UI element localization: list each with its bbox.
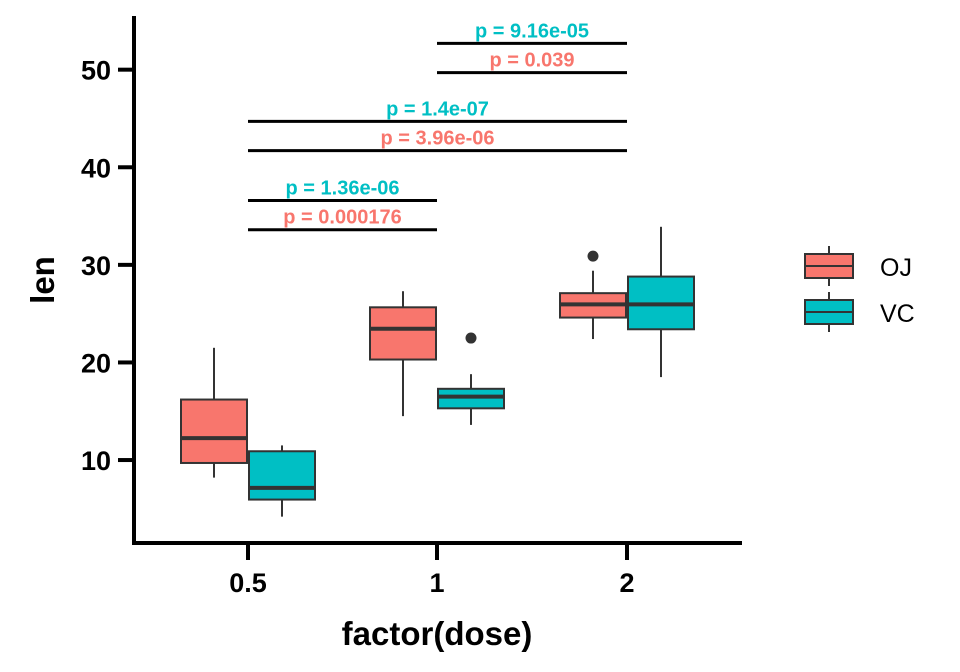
box-body — [369, 306, 437, 361]
y-tick-label: 30 — [81, 251, 111, 281]
significance-brackets: p = 0.000176 p = 1.36e-06 p = 3.96e-06 p = … — [248, 20, 627, 232]
legend-label: OJ — [880, 254, 912, 282]
x-tick-label: 2 — [619, 568, 634, 598]
comparison-bracket: p = 1.36e-06 — [248, 177, 437, 202]
box-oj-2 — [559, 250, 627, 340]
comparison-bracket: p = 3.96e-06 — [248, 128, 627, 153]
plot-marks — [180, 226, 695, 517]
y-tick-label: 20 — [81, 348, 111, 378]
box-oj-0.5 — [180, 347, 248, 478]
legend-item-oj: OJ — [804, 246, 912, 286]
p-value-label: p = 0.000176 — [283, 207, 401, 229]
box-body — [180, 398, 248, 464]
p-value-label: p = 0.039 — [489, 50, 574, 72]
comparison-bracket: p = 0.039 — [437, 50, 627, 75]
box-vc-0.5 — [248, 445, 316, 517]
tick-labels: 10 20 30 40 50 0.5 1 2 — [81, 56, 635, 598]
legend-item-vc: VC — [804, 292, 915, 332]
y-tick-label: 10 — [81, 446, 111, 476]
p-value-label: p = 1.4e-07 — [386, 98, 489, 120]
box-oj-1 — [369, 291, 437, 417]
comparison-bracket: p = 0.000176 — [248, 207, 437, 232]
y-tick-label: 50 — [81, 56, 111, 86]
comparison-bracket: p = 9.16e-05 — [437, 20, 627, 45]
p-value-label: p = 1.36e-06 — [286, 177, 400, 199]
p-value-label: p = 3.96e-06 — [381, 128, 495, 150]
outlier-point — [587, 250, 599, 262]
box-vc-1 — [437, 332, 505, 425]
legend-label: VC — [880, 300, 915, 328]
comparison-bracket: p = 1.4e-07 — [248, 98, 627, 123]
x-tick-label: 0.5 — [229, 568, 267, 598]
box-body — [248, 450, 316, 501]
y-tick-label: 40 — [81, 153, 111, 183]
y-axis-title: len — [24, 256, 61, 304]
box-vc-2 — [627, 226, 695, 378]
x-tick-label: 1 — [429, 568, 444, 598]
outlier-point — [465, 332, 477, 344]
x-axis-title: factor(dose) — [342, 615, 533, 652]
p-value-label: p = 9.16e-05 — [475, 20, 589, 42]
legend: OJ VC — [804, 246, 915, 332]
